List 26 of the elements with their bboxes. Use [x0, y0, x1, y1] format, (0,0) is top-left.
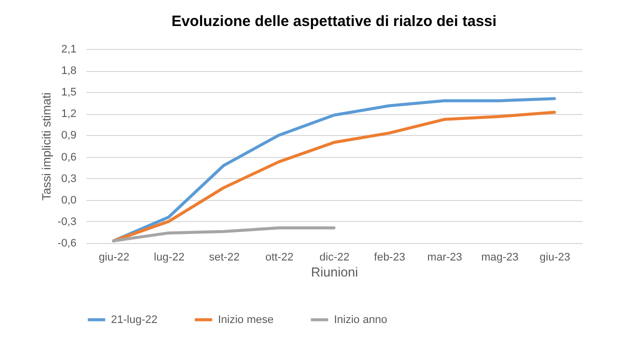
- y-tick-label: 0,6: [61, 151, 76, 164]
- x-tick-label: lug-22: [154, 252, 184, 264]
- y-tick-label: 1,2: [61, 108, 76, 120]
- x-tick-label: feb-23: [374, 252, 406, 264]
- y-tick-label: 1,5: [61, 86, 76, 99]
- y-tick-label: 1,8: [61, 65, 76, 78]
- y-tick-label: 0,3: [61, 172, 76, 185]
- x-tick-label: mar-23: [427, 252, 462, 264]
- x-tick-label: giu-23: [540, 252, 570, 264]
- y-tick-label: -0,3: [58, 216, 76, 228]
- y-tick-label: 0,9: [61, 130, 76, 142]
- legend-label: Inizio anno: [334, 314, 388, 326]
- x-tick-label: giu-22: [98, 252, 130, 264]
- legend-label: Inizio mese: [218, 314, 274, 326]
- y-tick-label: 2,1: [61, 44, 76, 56]
- x-tick-label: dic-22: [320, 252, 350, 264]
- x-axis-title: Riunioni: [311, 264, 358, 280]
- y-axis-title: Tassi impliciti stimati: [40, 92, 54, 201]
- line-series: [112, 226, 336, 242]
- y-tick-label: 0,0: [61, 194, 76, 206]
- x-tick-label: set-22: [208, 252, 240, 264]
- legend-label: 21-lug-22: [111, 314, 158, 326]
- y-tick-label: -0,6: [58, 238, 76, 250]
- x-tick-label: ott-22: [265, 252, 294, 264]
- chart-title: Evoluzione delle aspettative di rialzo dei tassi: [171, 13, 497, 30]
- x-tick-label: mag-23: [481, 252, 518, 264]
